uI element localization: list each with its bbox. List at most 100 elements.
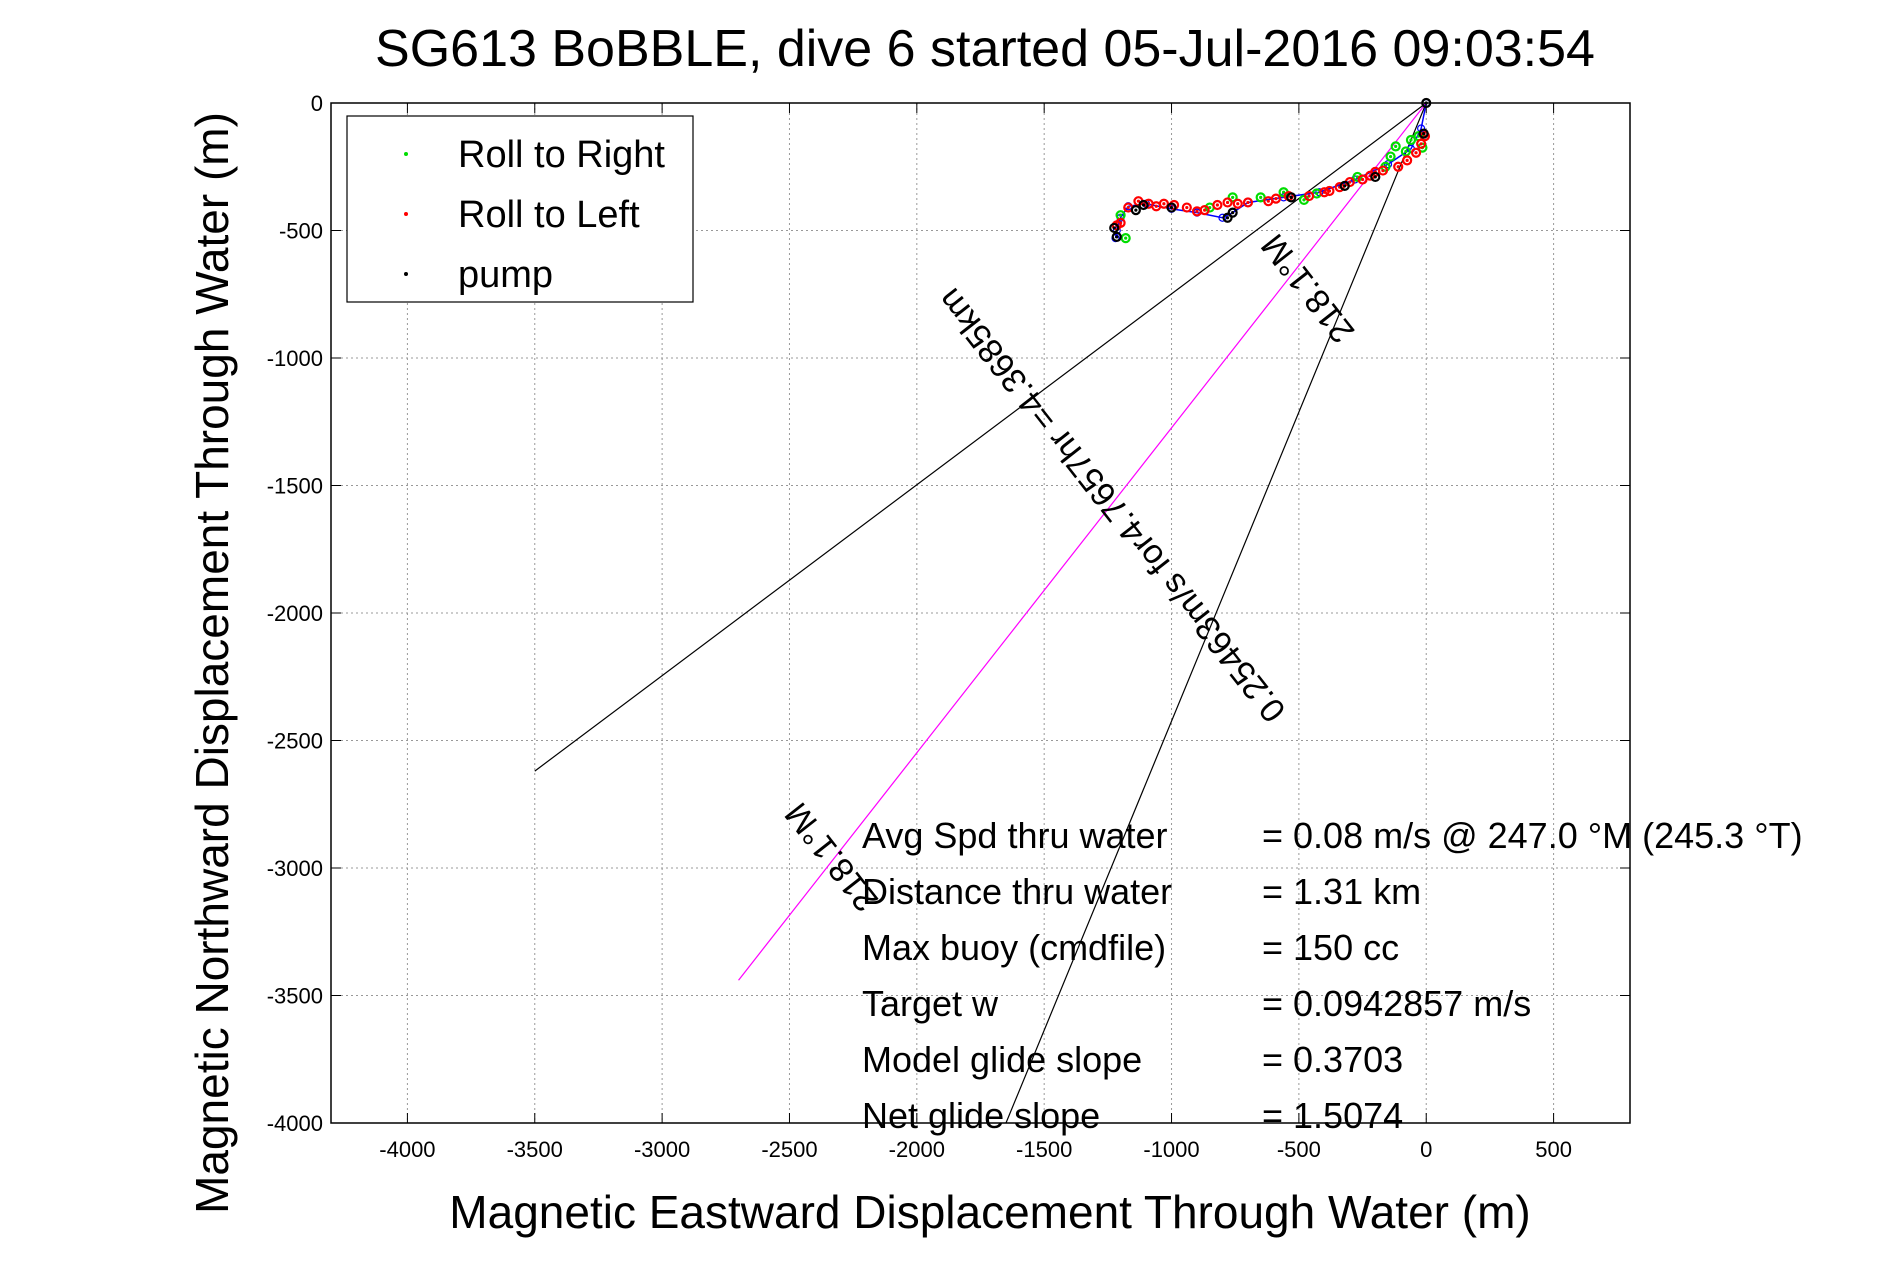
roll-to-left-point <box>1115 217 1126 228</box>
roll-to-left-point <box>1212 199 1223 211</box>
roll-to-right-point-dot <box>1409 138 1413 142</box>
chart-title: SG613 BoBBLE, dive 6 started 05-Jul-2016… <box>375 20 1595 78</box>
summary-value: = 1.31 km <box>1262 871 1421 912</box>
roll-to-right-point <box>1390 141 1401 152</box>
x-tick-label: -4000 <box>379 1137 435 1162</box>
roll-to-right-point-dot <box>1282 190 1286 194</box>
y-tick-label: -2000 <box>267 601 323 626</box>
y-axis-label: Magnetic Northward Displacement Through … <box>186 112 238 1214</box>
roll-to-right-point-dot <box>1118 213 1123 217</box>
roll-to-left-point-dot <box>1396 165 1400 169</box>
roll-to-left-point-dot <box>1274 197 1278 201</box>
reference-lines <box>534 102 1427 1124</box>
roll-to-left-point <box>1181 202 1192 213</box>
roll-to-left-point-dot <box>1419 142 1423 146</box>
roll-to-left-point-dot <box>1327 189 1332 193</box>
roll-to-left-point-dot <box>1225 200 1230 205</box>
pump-point-dot <box>1169 205 1174 210</box>
legend-box <box>346 115 694 303</box>
roll-to-left-point-dot <box>1195 209 1199 213</box>
summary-value: = 1.5074 <box>1262 1095 1403 1136</box>
pump-point-dot <box>1112 226 1116 230</box>
roll-to-right-point <box>1385 151 1396 162</box>
legend-label: Roll to Left <box>458 194 640 236</box>
roll-to-left-point <box>1393 161 1404 172</box>
pump-point-dot <box>1422 132 1426 136</box>
pump-point <box>1138 199 1149 211</box>
roll-to-right-point-dot <box>1231 195 1235 199</box>
roll-to-left-point-dot <box>1307 194 1311 198</box>
x-tick-label: -2500 <box>761 1137 817 1162</box>
pump-point <box>1370 171 1381 183</box>
roll-to-left-point-dot <box>1405 158 1409 162</box>
pump-point-dot <box>1225 216 1230 220</box>
roll-to-left-point-dot <box>1360 177 1365 182</box>
x-tick-label: -500 <box>1277 1137 1321 1162</box>
summary-label: Distance thru water <box>862 871 1172 912</box>
roll-to-left-point <box>1222 197 1233 208</box>
pump-point <box>1111 231 1122 242</box>
roll-to-left-point <box>1416 138 1427 149</box>
pump-point-dot <box>1141 203 1146 207</box>
roll-to-left-point-dot <box>1348 180 1352 184</box>
roll-to-right-point <box>1352 171 1363 183</box>
legend-marker <box>404 212 408 216</box>
pump-point <box>1227 207 1238 218</box>
y-tick-label: -500 <box>279 219 323 244</box>
roll-to-left-point <box>1270 193 1282 204</box>
roll-to-left-point-dot <box>1266 199 1270 203</box>
y-tick-label: -4000 <box>267 1111 323 1136</box>
pump-point <box>1222 212 1233 223</box>
summary-label: Max buoy (cmdfile) <box>862 927 1166 968</box>
legend-marker <box>404 152 408 156</box>
pump-point-dot <box>1373 175 1377 179</box>
roll-to-left-point-dot <box>1215 203 1219 207</box>
roll-to-right-point-dot <box>1388 154 1393 159</box>
pump-point <box>1130 205 1141 216</box>
y-tick-label: -2500 <box>267 729 323 754</box>
summary-block: Avg Spd thru water = 0.08 m/s @ 247.0 °M … <box>862 815 1803 1136</box>
roll-to-left-point-dot <box>1126 205 1130 210</box>
roll-to-left-point <box>1334 182 1345 193</box>
roll-to-left-point-dot <box>1185 205 1189 210</box>
roll-to-left-point <box>1158 198 1169 209</box>
roll-to-left-point-dot <box>1162 202 1166 206</box>
y-tick-label: -1000 <box>267 346 323 371</box>
roll-to-left-point-dot <box>1381 168 1385 173</box>
roll-to-left-point-dot <box>1118 221 1123 225</box>
roll-to-right-point-dot <box>1394 144 1398 148</box>
x-tick-label: -1000 <box>1143 1137 1199 1162</box>
summary-value: = 0.3703 <box>1262 1039 1403 1080</box>
roll-to-right-point <box>1405 134 1417 146</box>
y-tick-label: -1500 <box>267 474 323 499</box>
pump-point <box>1339 180 1350 191</box>
summary-value: = 150 cc <box>1262 927 1399 968</box>
roll-to-left-point <box>1242 197 1254 208</box>
pump-point <box>1166 202 1177 213</box>
summary-label: Avg Spd thru water <box>862 815 1168 856</box>
ticks: -4000 -3500 -3000 -2500 -2000 -1500 -1000 -500 0… <box>267 91 1630 1162</box>
roll-to-right-point <box>1255 192 1266 203</box>
roll-to-left-point-dot <box>1414 151 1418 155</box>
reference-line <box>738 102 1427 981</box>
pump-point-dot <box>1231 211 1235 215</box>
roll-to-left-point-dot <box>1154 204 1158 208</box>
summary-value: = 0.0942857 m/s <box>1262 983 1531 1024</box>
legend-marker <box>404 272 408 276</box>
roll-to-right-point-dot <box>1404 149 1408 154</box>
roll-to-left-point <box>1377 165 1389 176</box>
roll-to-left-point <box>1357 174 1368 185</box>
roll-to-right-point <box>1227 192 1238 203</box>
reference-line <box>534 102 1427 772</box>
roll-to-left-point <box>1410 147 1422 158</box>
roll-to-right-point-dot <box>1315 191 1319 196</box>
y-tick-label: -3000 <box>267 856 323 881</box>
roll-to-left-point-dot <box>1136 199 1141 203</box>
roll-to-left-point <box>1232 198 1243 209</box>
x-tick-label: 500 <box>1535 1137 1572 1162</box>
x-tick-label: -2000 <box>889 1137 945 1162</box>
legend-label: pump <box>458 254 553 296</box>
pump-point-dot <box>1289 195 1293 199</box>
